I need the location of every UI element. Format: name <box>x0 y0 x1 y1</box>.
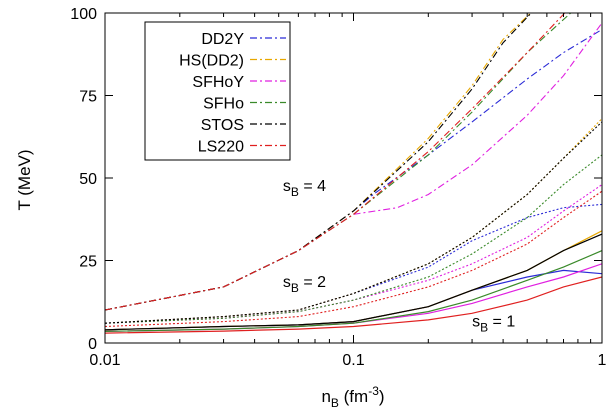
legend-entry: STOS <box>201 117 286 134</box>
legend-label: DD2Y <box>201 31 244 48</box>
y-axis-label: T (MeV) <box>15 149 34 210</box>
x-tick-label: 0.1 <box>342 352 364 369</box>
y-tick-label: 75 <box>79 89 97 106</box>
series-line-sfhoy-sb2 <box>105 184 602 324</box>
entropy-annotation: sB = 1 <box>472 314 515 335</box>
ticks-layer: 0.01 0.1 1 0 25 50 75 100 <box>70 6 606 369</box>
legend-label: LS220 <box>198 139 244 156</box>
legend-label: SFHo <box>203 96 244 113</box>
legend: DD2Y HS(DD2) SFHoY SFHo STOS LS220 <box>144 21 291 161</box>
x-axis-label-unit-close: ) <box>379 387 385 406</box>
series-line-hs-dd2-sb4 <box>105 13 532 311</box>
x-tick-label: 0.01 <box>89 352 120 369</box>
legend-box <box>144 21 291 161</box>
x-axis-label-unit-open: (fm <box>339 387 368 406</box>
series-line-sfho-sb4 <box>105 13 572 311</box>
series-line-sfho-sb2 <box>105 154 602 324</box>
y-tick-label: 0 <box>88 336 97 353</box>
legend-label: STOS <box>201 117 244 134</box>
x-axis-label-unit-sup: -3 <box>368 384 379 398</box>
y-tick-label: 100 <box>70 6 97 23</box>
series-layer <box>105 13 602 334</box>
x-axis-label-sub: B <box>331 396 339 410</box>
annotations-layer: sB = 4 sB = 2 sB = 1 <box>283 178 515 334</box>
x-axis-label-main: n <box>321 387 330 406</box>
series-line-ls220-sb2 <box>105 190 602 328</box>
legend-entry: SFHo <box>203 96 286 113</box>
legend-entry: LS220 <box>198 139 286 156</box>
legend-label: SFHoY <box>192 74 244 91</box>
series-line-dd2y-sb2 <box>105 203 602 324</box>
y-tick-label: 50 <box>79 171 97 188</box>
legend-entry: HS(DD2) <box>179 53 286 70</box>
entropy-annotation: sB = 4 <box>283 178 326 199</box>
entropy-annotation: sB = 2 <box>283 274 326 295</box>
series-line-sfho-sb1 <box>105 250 602 332</box>
legend-entry: SFHoY <box>192 74 286 91</box>
series-line-ls220-sb1 <box>105 276 602 334</box>
series-line-ls220-sb4 <box>105 13 566 311</box>
series-line-stos-sb1 <box>105 233 602 331</box>
legend-entry: DD2Y <box>201 31 286 48</box>
legend-entries: DD2Y HS(DD2) SFHoY SFHo STOS LS220 <box>179 31 286 156</box>
legend-label: HS(DD2) <box>179 53 244 70</box>
series-line-sfhoy-sb4 <box>105 22 602 311</box>
x-axis-label: nB (fm-3) <box>321 384 384 410</box>
y-tick-label: 25 <box>79 254 97 271</box>
x-tick-label: 1 <box>598 352 606 369</box>
